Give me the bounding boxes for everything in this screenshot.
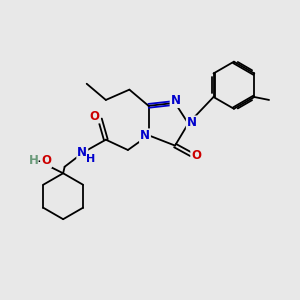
Text: H: H [86, 154, 95, 164]
Text: -: - [37, 155, 42, 168]
Text: O: O [191, 149, 201, 162]
Text: H: H [29, 154, 39, 167]
Text: O: O [89, 110, 99, 123]
Text: N: N [140, 129, 150, 142]
Text: N: N [171, 94, 181, 107]
Text: N: N [187, 116, 197, 129]
Text: N: N [77, 146, 87, 159]
Text: O: O [41, 154, 51, 167]
